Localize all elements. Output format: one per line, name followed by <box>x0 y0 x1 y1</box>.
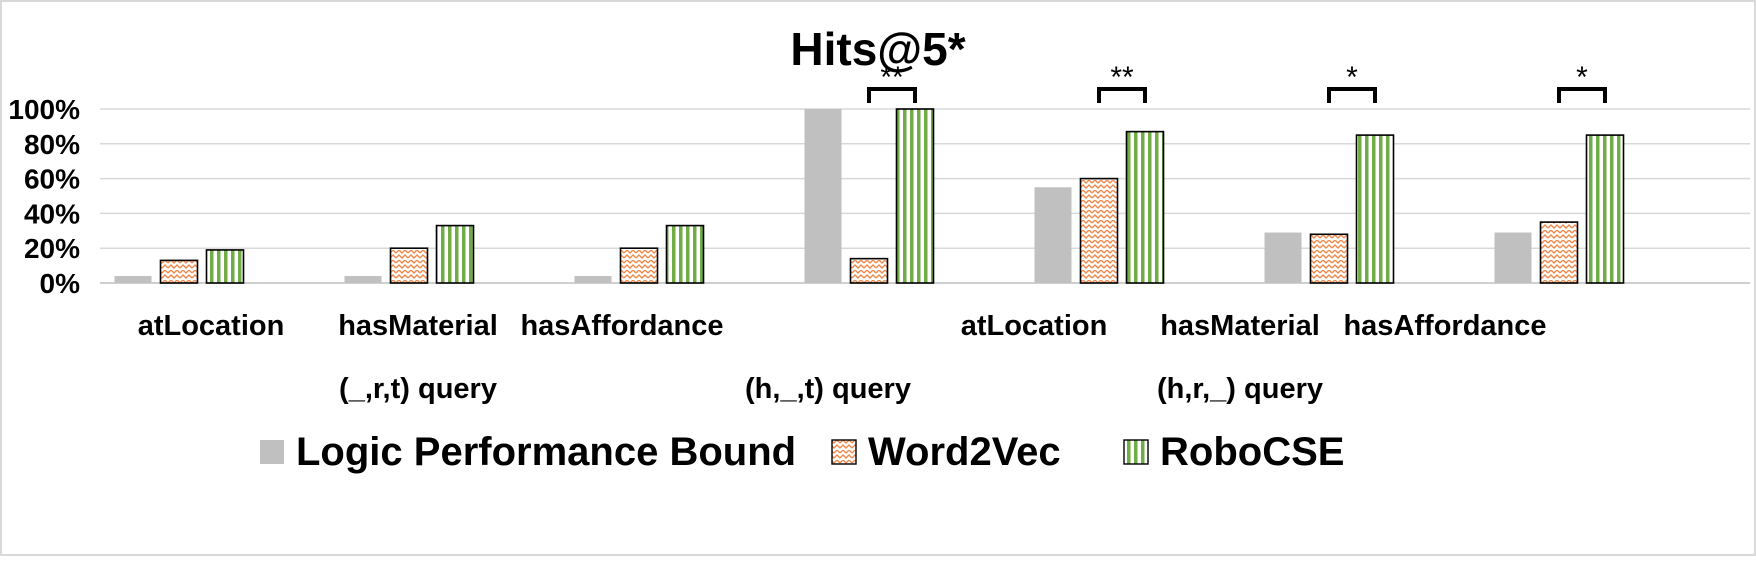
bar-robocse <box>665 224 705 284</box>
x-category-label: hasMaterial <box>338 310 498 342</box>
y-tick-label: 60% <box>24 164 80 195</box>
bar-word2vec <box>389 247 429 284</box>
bar-logic-performance-bound <box>114 276 152 283</box>
bar-logic-performance-bound <box>1264 232 1302 283</box>
significance-bracket <box>1327 87 1377 103</box>
bar-logic-performance-bound <box>574 276 612 283</box>
x-category-label: atLocation <box>138 310 285 342</box>
significance-bracket <box>1557 87 1607 103</box>
x-category-label: hasAffordance <box>1343 310 1546 342</box>
significance-label: ** <box>1110 61 1134 94</box>
bar-word2vec <box>619 247 659 284</box>
significance-bracket <box>867 87 917 103</box>
bar-logic-performance-bound <box>1494 232 1532 283</box>
significance-label: * <box>1346 61 1358 94</box>
bar-robocse <box>435 224 475 284</box>
y-axis-ticks: 0% 20% 40%60% 80% 100% <box>8 94 80 299</box>
y-tick-label: 20% <box>24 233 80 264</box>
bar-robocse <box>205 249 245 284</box>
bar-robocse <box>1585 134 1625 284</box>
bar-word2vec <box>1079 177 1119 284</box>
legend-swatch <box>260 440 284 464</box>
x-category-label: hasMaterial <box>1160 310 1320 342</box>
bar-word2vec <box>1309 233 1349 284</box>
y-tick-label: 0% <box>40 268 81 299</box>
x-group-label: (h,_,t) query <box>745 373 911 405</box>
legend: Logic Performance Bound Word2Vec RoboCSE <box>260 430 1344 474</box>
y-tick-label: 100% <box>8 94 80 125</box>
bar-logic-performance-bound <box>1034 187 1072 283</box>
significance-label: * <box>1576 61 1588 94</box>
x-group-label: (h,r,_) query <box>1157 373 1323 405</box>
chart-title: Hits@5* <box>790 23 965 75</box>
bar-word2vec <box>1539 221 1579 284</box>
legend-label: RoboCSE <box>1160 430 1344 474</box>
group-labels: (_,r,t) query (h,_,t) query (h,r,_) query <box>339 373 1323 405</box>
y-tick-label: 40% <box>24 198 80 229</box>
category-labels: atLocation hasMaterial hasAffordance atLoca… <box>138 310 1547 342</box>
bar-word2vec <box>159 259 199 284</box>
bar-robocse <box>1125 130 1165 284</box>
x-category-label: hasAffordance <box>520 310 723 342</box>
bar-robocse <box>1355 134 1395 284</box>
bar-logic-performance-bound <box>804 109 842 283</box>
bar-robocse <box>895 108 935 284</box>
significance-markers: ** ** * * <box>867 61 1607 103</box>
legend-swatch <box>831 439 857 465</box>
y-tick-label: 80% <box>24 129 80 160</box>
x-category-label: atLocation <box>961 310 1108 342</box>
legend-swatch <box>1123 439 1149 465</box>
legend-label: Word2Vec <box>868 430 1061 474</box>
bars <box>114 108 1625 284</box>
legend-label: Logic Performance Bound <box>296 430 796 474</box>
bar-logic-performance-bound <box>344 276 382 283</box>
x-group-label: (_,r,t) query <box>339 373 497 405</box>
significance-bracket <box>1097 87 1147 103</box>
bar-word2vec <box>849 257 889 284</box>
significance-label: ** <box>880 61 904 94</box>
